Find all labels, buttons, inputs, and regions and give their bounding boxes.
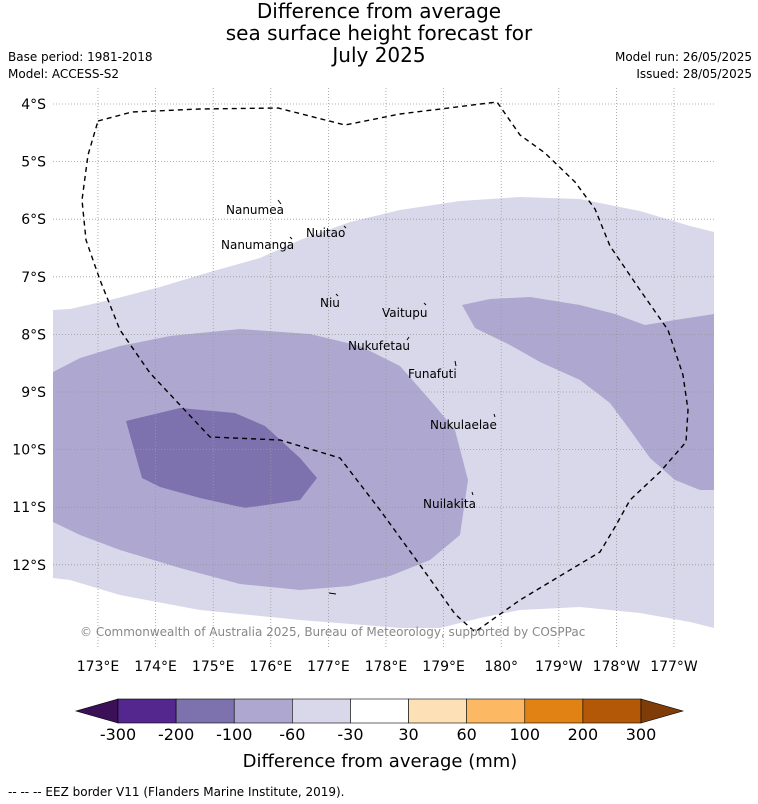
colorbar-segment — [350, 698, 409, 724]
lon-label: 176°E — [250, 659, 293, 675]
lat-label: 11°S — [12, 500, 46, 516]
map-title: Difference from average sea surface heig… — [0, 0, 758, 66]
colorbar-segment — [292, 698, 351, 724]
island-label: Funafuti — [408, 367, 457, 381]
forecast-field — [53, 197, 714, 628]
copyright-text: © Commonwealth of Australia 2025, Bureau… — [80, 625, 585, 639]
colorbar-tick-label: 100 — [510, 725, 541, 744]
lon-label: 179°E — [422, 659, 465, 675]
lon-label: 174°E — [134, 659, 177, 675]
lon-label: 173°E — [77, 659, 120, 675]
colorbar-tick-label: -200 — [158, 725, 194, 744]
anomaly-region-medium-east — [462, 297, 714, 490]
lon-label: 179°W — [535, 659, 583, 675]
issued-text: Issued: 28/05/2025 — [636, 67, 752, 81]
colorbar-extend-high — [640, 698, 685, 724]
lat-label: 7°S — [21, 270, 46, 286]
island-labels: Nanumea Nuitao Nanumanga Niu Vaitupu Nuk… — [221, 203, 497, 511]
title-line-3: July 2025 — [332, 43, 426, 67]
lat-label: 10°S — [12, 443, 46, 459]
colorbar-tick-label: -100 — [216, 725, 252, 744]
island-label: Nukulaelae — [430, 418, 497, 432]
colorbar-extend-low — [74, 698, 119, 724]
lat-label: 9°S — [21, 385, 46, 401]
colorbar-segment — [117, 698, 177, 724]
colorbar-segment — [233, 698, 293, 724]
island-label: Nanumanga — [221, 238, 294, 252]
eez-legend-note: -- -- -- EEZ border V11 (Flanders Marine… — [8, 785, 345, 799]
island-label: Nuitao — [306, 226, 345, 240]
lon-label: 177°W — [650, 659, 698, 675]
model-text: Model: ACCESS-S2 — [8, 67, 120, 81]
lon-label: 180° — [484, 659, 518, 675]
meta-left: Base period: 1981-2018 Model: ACCESS-S2 — [8, 49, 153, 83]
colorbar-segment — [524, 698, 584, 724]
lat-label: 8°S — [21, 327, 46, 343]
colorbar-tick-label: 200 — [568, 725, 599, 744]
longitude-labels: 173°E 174°E 175°E 176°E 177°E 178°E 179°E 180° 1… — [77, 659, 698, 675]
colorbar-tick-label: 30 — [398, 725, 418, 744]
lat-label: 5°S — [21, 155, 46, 171]
latitude-labels: 4°S 5°S 6°S 7°S 8°S 9°S 10°S 11°S 12°S — [12, 97, 46, 574]
colorbar — [74, 698, 685, 724]
colorbar-segment — [175, 698, 235, 724]
colorbar-tick-label: -30 — [337, 725, 363, 744]
colorbar-title: Difference from average (mm) — [243, 751, 518, 772]
title-line-1: Difference from average — [256, 0, 502, 23]
island-label: Niu — [320, 296, 340, 310]
island-label: Vaitupu — [382, 306, 428, 320]
lon-label: 178°E — [365, 659, 408, 675]
island-markers — [277, 199, 496, 595]
colorbar-segment — [466, 698, 526, 724]
island-label: Nanumea — [226, 203, 284, 217]
island-label: Nuilakita — [423, 497, 476, 511]
colorbar-segment — [582, 698, 642, 724]
colorbar-segment — [408, 698, 467, 724]
model-run-text: Model run: 26/05/2025 — [614, 50, 752, 64]
gridlines — [53, 88, 714, 648]
lon-label: 177°E — [307, 659, 350, 675]
meta-right: Model run: 26/05/2025 Issued: 28/05/2025 — [615, 49, 752, 83]
base-period-text: Base period: 1981-2018 — [8, 50, 153, 64]
anomaly-region-dark — [126, 408, 317, 508]
lon-label: 178°W — [593, 659, 641, 675]
colorbar-tick-label: -300 — [100, 725, 136, 744]
colorbar-tick-label: -60 — [279, 725, 305, 744]
colorbar-tick-labels: -300 -200 -100 -60 -30 30 60 100 200 300 — [100, 725, 656, 744]
title-line-2: sea surface height forecast for — [225, 21, 533, 45]
colorbar-tick-label: 300 — [626, 725, 657, 744]
colorbar-tick-label: 60 — [456, 725, 476, 744]
island-label: Nukufetau — [348, 339, 410, 353]
lat-label: 4°S — [21, 97, 46, 113]
lon-label: 175°E — [192, 659, 235, 675]
lat-label: 6°S — [21, 212, 46, 228]
lat-label: 12°S — [12, 558, 46, 574]
